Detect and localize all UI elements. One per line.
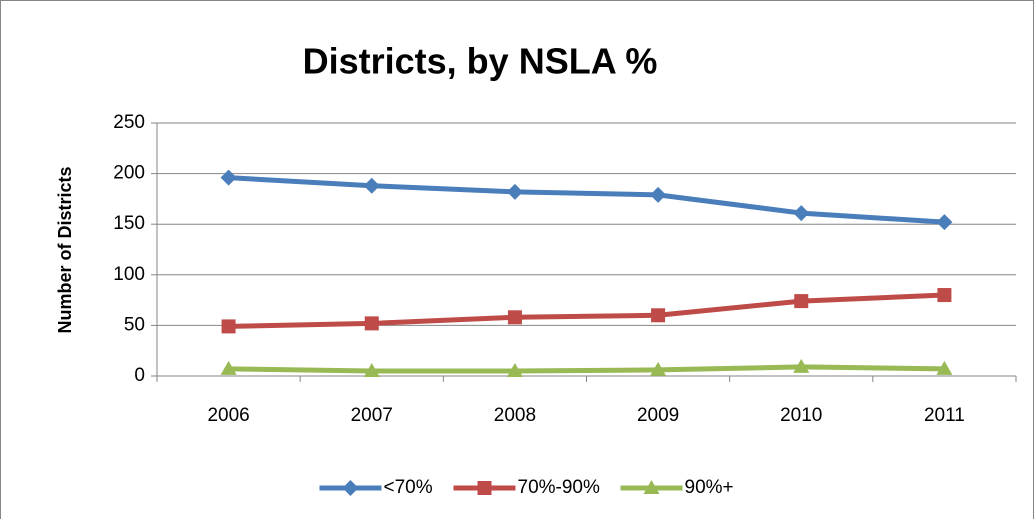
marker: [363, 362, 380, 377]
y-tick-label: 50: [124, 314, 145, 335]
x-tick-label: 2008: [494, 405, 536, 426]
legend-label: 90%+: [685, 477, 734, 498]
marker: [221, 319, 236, 334]
x-tick-label: 2006: [207, 405, 249, 426]
legend-label: <70%: [384, 477, 433, 498]
y-tick-label: 250: [113, 112, 145, 133]
marker: [220, 169, 237, 186]
marker: [793, 205, 810, 222]
marker: [793, 358, 810, 373]
marker: [506, 362, 523, 377]
series-line: [228, 364, 945, 374]
legend-label: 70%-90%: [518, 477, 600, 498]
x-tick-label: 2010: [780, 405, 822, 426]
legend-marker: [643, 480, 660, 494]
marker: [363, 177, 380, 194]
y-tick-label: 0: [134, 365, 145, 386]
marker: [650, 186, 667, 203]
chart-title: Districts, by NSLA %: [303, 41, 658, 82]
marker: [650, 361, 667, 376]
marker: [364, 316, 379, 331]
series-line: [228, 175, 945, 225]
y-tick-label: 100: [113, 264, 145, 285]
y-tick-label: 150: [113, 213, 145, 234]
marker: [937, 288, 952, 303]
legend-marker: [342, 480, 359, 496]
x-tick-label: 2009: [637, 405, 679, 426]
series-line: [228, 292, 945, 329]
y-axis-label: Number of Districts: [55, 166, 75, 333]
legend-marker: [477, 481, 492, 495]
x-tick-label: 2011: [924, 405, 965, 426]
marker: [220, 360, 237, 375]
marker: [651, 308, 666, 323]
y-tick-label: 200: [113, 163, 145, 184]
x-tick-label: 2007: [351, 405, 393, 426]
marker: [506, 183, 523, 200]
marker: [507, 310, 522, 325]
marker: [936, 214, 953, 231]
marker: [794, 294, 809, 309]
marker: [936, 360, 953, 375]
